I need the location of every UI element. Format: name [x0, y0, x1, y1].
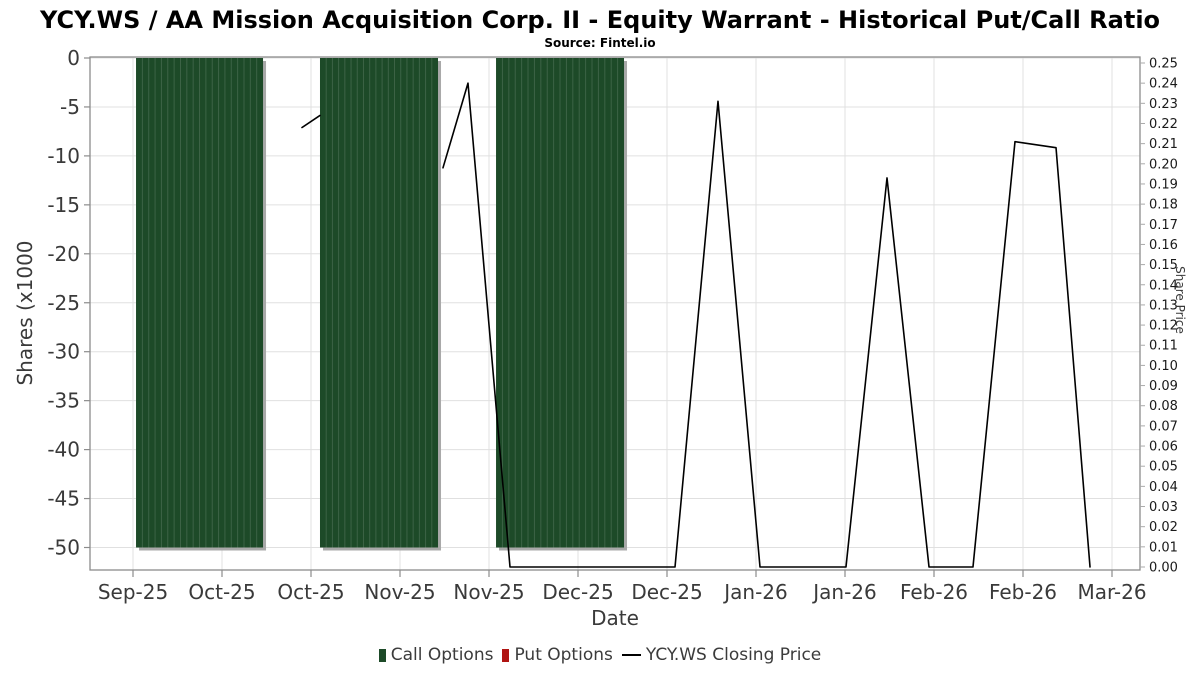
y-right-tick-label: 0.11	[1149, 339, 1178, 354]
y-right-tick-label: 0.06	[1149, 440, 1178, 455]
y-right-tick-label: 0.17	[1149, 218, 1178, 233]
legend: Call Options Put Options YCY.WS Closing …	[0, 645, 1200, 665]
put-options-swatch-icon	[502, 648, 510, 662]
closing-price-line-swatch-icon	[621, 653, 641, 657]
legend-label-put-options: Put Options	[514, 645, 613, 665]
y-right-tick-label: 0.19	[1149, 177, 1178, 192]
y-left-tick-label: -50	[47, 536, 80, 560]
closing-price-line	[301, 114, 321, 129]
closing-price-line	[442, 82, 1091, 568]
y-left-tick-label: -10	[47, 144, 80, 168]
legend-item-closing-price: YCY.WS Closing Price	[621, 645, 822, 665]
y-left-tick-label: 0	[67, 46, 80, 70]
y-left-tick-label: -20	[47, 242, 80, 266]
x-tick-label: Dec-25	[631, 580, 702, 604]
x-tick-label: Feb-26	[900, 580, 968, 604]
x-tick-label: Jan-26	[722, 580, 788, 604]
y-right-tick-label: 0.05	[1149, 460, 1178, 475]
y-right-tick-label: 0.02	[1149, 520, 1178, 535]
call-options-swatch-icon	[378, 648, 386, 662]
y-axis-left-title: Shares (x1000	[13, 240, 37, 386]
y-left-tick-label: -40	[47, 438, 80, 462]
y-right-tick-label: 0.15	[1149, 258, 1178, 273]
y-right-tick-label: 0.13	[1149, 298, 1178, 313]
legend-item-put-options: Put Options	[502, 645, 613, 665]
x-tick-label: Jan-26	[811, 580, 877, 604]
x-tick-label: Nov-25	[364, 580, 435, 604]
y-right-tick-label: 0.18	[1149, 198, 1178, 213]
y-right-tick-label: 0.00	[1149, 561, 1178, 576]
x-tick-label: Feb-26	[989, 580, 1057, 604]
plot-border	[89, 56, 1141, 571]
y-right-tick-label: 0.21	[1149, 137, 1178, 152]
y-right-tick-label: 0.16	[1149, 238, 1178, 253]
y-axis-right-title: Share Price	[1173, 266, 1187, 334]
y-right-tick-label: 0.01	[1149, 540, 1178, 555]
y-left-tick-label: -15	[47, 193, 80, 217]
y-right-tick-label: 0.03	[1149, 500, 1178, 515]
x-tick-label: Nov-25	[453, 580, 524, 604]
chart-title: YCY.WS / AA Mission Acquisition Corp. II…	[39, 6, 1161, 34]
bar-block-call-options	[319, 58, 439, 548]
x-tick-label: Mar-26	[1077, 580, 1146, 604]
legend-label-call-options: Call Options	[390, 645, 494, 665]
y-right-tick-label: 0.24	[1149, 77, 1178, 92]
chart-source: Source: Fintel.io	[544, 36, 656, 50]
y-right-tick-label: 0.12	[1149, 319, 1178, 334]
y-right-tick-label: 0.10	[1149, 359, 1178, 374]
y-left-tick-label: -5	[60, 95, 80, 119]
y-left-tick-label: -25	[47, 291, 80, 315]
y-left-tick-label: -30	[47, 340, 80, 364]
bar-block-call-options	[136, 58, 264, 548]
legend-label-closing-price: YCY.WS Closing Price	[645, 645, 822, 665]
y-right-tick-label: 0.04	[1149, 480, 1178, 495]
y-right-tick-label: 0.09	[1149, 379, 1178, 394]
x-axis-title: Date	[591, 606, 639, 630]
y-left-tick-label: -45	[47, 487, 80, 511]
x-tick-label: Sep-25	[98, 580, 168, 604]
y-right-tick-label: 0.07	[1149, 419, 1178, 434]
y-left-tick-label: -35	[47, 389, 80, 413]
y-right-tick-label: 0.08	[1149, 399, 1178, 414]
x-tick-label: Oct-25	[277, 580, 344, 604]
y-right-tick-label: 0.22	[1149, 117, 1178, 132]
x-tick-label: Dec-25	[542, 580, 613, 604]
y-right-tick-label: 0.20	[1149, 157, 1178, 172]
y-right-tick-label: 0.23	[1149, 97, 1178, 112]
legend-item-call-options: Call Options	[378, 645, 494, 665]
y-right-tick-label: 0.14	[1149, 278, 1178, 293]
bar-block-call-options	[496, 58, 625, 548]
x-tick-label: Oct-25	[188, 580, 255, 604]
y-right-tick-label: 0.25	[1149, 57, 1178, 72]
